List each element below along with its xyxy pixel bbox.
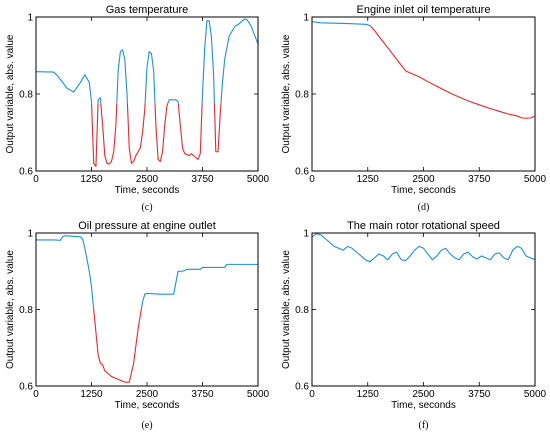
x-tick-label: 2500 — [412, 174, 435, 185]
y-axis-label: Output variable, abs. value — [5, 34, 16, 153]
y-axis-label: Output variable, abs. value — [281, 34, 292, 153]
y-tick-label: 0.8 — [295, 305, 309, 316]
x-axis-label: Time, seconds — [391, 400, 456, 411]
chart-title: Oil pressure at engine outlet — [78, 220, 216, 232]
x-tick-label: 1250 — [357, 389, 380, 400]
plot-frame — [35, 232, 259, 387]
series-line-anomaly — [370, 26, 535, 119]
series-line-normal — [201, 20, 215, 104]
series-line-anomaly — [126, 103, 146, 164]
series-line-anomaly — [154, 103, 169, 162]
chart-panel-3: Oil pressure at engine outlet 0 1250 2500 37… — [5, 220, 270, 431]
panel-label: (c) — [141, 202, 152, 213]
x-tick-label: 2500 — [136, 174, 159, 185]
y-axis-label: Output variable, abs. value — [5, 250, 16, 369]
x-tick-label: 3750 — [191, 174, 214, 185]
y-tick-label: 1 — [303, 13, 309, 24]
x-tick-label: 3750 — [468, 174, 491, 185]
x-tick-label: 5000 — [247, 174, 270, 185]
x-axis-label: Time, seconds — [115, 185, 180, 196]
series-line-normal — [140, 263, 258, 310]
x-tick-label: 5000 — [524, 174, 547, 185]
x-tick-label: 0 — [309, 389, 315, 400]
y-tick-label: 1 — [303, 229, 309, 240]
series-line-normal — [220, 18, 258, 104]
x-tick-label: 0 — [33, 389, 39, 400]
x-tick-label: 5000 — [247, 389, 270, 400]
series-line-normal — [36, 235, 95, 310]
series-line-anomaly — [91, 103, 99, 167]
x-tick-label: 3750 — [468, 389, 491, 400]
plot-frame — [311, 232, 536, 387]
panel-label: (d) — [418, 202, 430, 213]
x-tick-label: 1250 — [357, 174, 380, 185]
y-tick-label: 0.6 — [19, 167, 33, 178]
series-line-anomaly — [100, 103, 118, 165]
x-tick-label: 1250 — [80, 389, 103, 400]
y-tick-label: 1 — [27, 229, 33, 240]
y-tick-label: 0.6 — [295, 382, 309, 393]
chart-title: Engine inlet oil temperature — [357, 4, 491, 16]
y-tick-label: 1 — [27, 13, 33, 24]
plot-frame — [35, 16, 259, 172]
series-line-normal — [144, 51, 156, 104]
series-line-normal — [167, 99, 179, 104]
x-tick-label: 1250 — [80, 174, 103, 185]
y-tick-label: 0.6 — [295, 167, 309, 178]
series-line-normal — [36, 71, 93, 104]
x-tick-label: 2500 — [412, 389, 435, 400]
plot-frame — [311, 16, 536, 172]
x-axis-label: Time, seconds — [115, 400, 180, 411]
series-line-normal — [312, 233, 535, 263]
chart-title: Gas temperature — [106, 4, 189, 16]
series-line-anomaly — [213, 103, 222, 153]
chart-title: The main rotor rotational speed — [347, 220, 500, 232]
chart-panel-4: The main rotor rotational speed 0 1250 2500… — [281, 220, 547, 431]
x-tick-label: 5000 — [524, 389, 547, 400]
x-tick-label: 2500 — [136, 389, 159, 400]
panel-label: (f) — [419, 420, 429, 431]
panel-label: (e) — [141, 420, 152, 431]
series-line-normal — [97, 97, 102, 104]
y-tick-label: 0.8 — [19, 305, 33, 316]
chart-panel-1: Gas temperature 0 1250 2500 3750 5000 0.6 0.8 1 T… — [5, 4, 270, 213]
y-tick-label: 0.6 — [19, 382, 33, 393]
y-tick-label: 0.8 — [295, 90, 309, 101]
x-axis-label: Time, seconds — [391, 185, 456, 196]
x-tick-label: 3750 — [191, 389, 214, 400]
y-tick-label: 0.8 — [19, 90, 33, 101]
series-line-normal — [116, 49, 128, 104]
y-axis-label: Output variable, abs. value — [281, 250, 292, 369]
series-line-normal — [312, 21, 372, 28]
x-tick-label: 0 — [309, 174, 315, 185]
chart-panel-2: Engine inlet oil temperature 0 1250 2500 375… — [281, 4, 547, 213]
x-tick-label: 0 — [33, 174, 39, 185]
series-line-anomaly — [177, 103, 203, 160]
series-line-anomaly — [93, 309, 142, 383]
